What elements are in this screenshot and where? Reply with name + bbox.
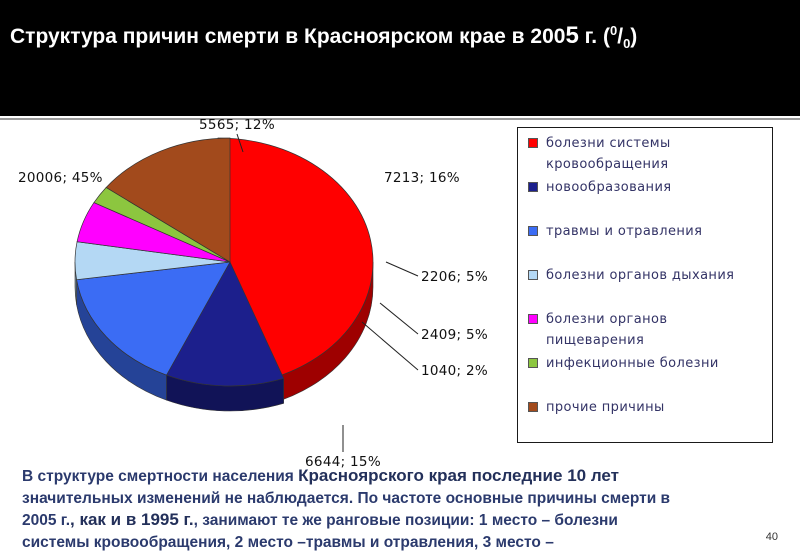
legend-item-infectious: инфекционные болезни <box>528 353 766 374</box>
summary-line-1b: Красноярского края последние 10 лет <box>298 466 619 485</box>
summary-text: В структуре смертности населения Красноя… <box>22 465 762 553</box>
data-label-neoplasms: 5565; 12% <box>199 117 275 133</box>
pie-top-faces <box>74 137 374 387</box>
chart-legend: болезни системы кровообращения новообраз… <box>517 127 773 443</box>
legend-label-injuries: травмы и отравления <box>546 224 703 239</box>
legend-item-neoplasms: новообразования <box>528 177 766 198</box>
summary-line-4: системы кровообращения, 2 место –травмы … <box>22 533 554 551</box>
legend-label-neoplasms: новообразования <box>546 180 672 195</box>
legend-label-respiratory: болезни органов дыхания <box>546 268 735 283</box>
legend-swatch-neoplasms <box>528 182 538 192</box>
title-tail: г. ( <box>578 25 610 48</box>
legend-item-injuries: травмы и отравления <box>528 221 766 242</box>
header-divider <box>0 118 800 120</box>
legend-item-other: прочие причины <box>528 397 766 418</box>
legend-item-respiratory: болезни органов дыхания <box>528 265 766 286</box>
title-sub: 0 <box>623 36 631 52</box>
summary-line-3: 2005 г., как и в 1995 г., занимают те же… <box>22 509 762 532</box>
legend-item-circulatory: болезни системы кровообращения <box>528 133 696 175</box>
leader-line-respiratory <box>385 261 419 277</box>
data-label-infectious: 1040; 2% <box>421 363 488 379</box>
pie-chart: 20006; 45% 5565; 12% 7213; 16% 2206; 5% 2409… <box>18 117 488 470</box>
data-label-respiratory: 2206; 5% <box>421 269 488 285</box>
slide-header: Структура причин смерти в Красноярском к… <box>0 0 800 116</box>
pie-slice-other <box>105 137 231 263</box>
data-label-injuries: 7213; 16% <box>384 170 460 186</box>
legend-label-infectious: инфекционные болезни <box>546 356 719 371</box>
summary-line-1a: В структуре смертности населения <box>22 468 299 485</box>
summary-line-1: В структуре смертности населения Красноя… <box>22 465 762 488</box>
title-sup: 0 <box>609 23 618 38</box>
page-number: 40 <box>765 531 778 543</box>
legend-label-circulatory: болезни системы кровообращения <box>546 136 671 172</box>
leader-line-neoplasms <box>236 133 244 153</box>
legend-swatch-other <box>528 402 538 412</box>
pie-slice-neoplasms <box>165 261 285 387</box>
summary-line-3b: , как и в 1995 г. <box>70 510 194 529</box>
legend-swatch-digestive <box>528 314 538 324</box>
legend-swatch-infectious <box>528 358 538 368</box>
summary-line-3c: , занимают те же ранговые позиции: 1 мес… <box>193 512 618 529</box>
pie-slice-injuries <box>76 261 231 376</box>
pie-slice-circulatory <box>217 137 374 379</box>
legend-swatch-respiratory <box>528 270 538 280</box>
leader-line-digestive <box>379 302 419 335</box>
slide-title: Структура причин смерти в Красноярском к… <box>10 22 637 51</box>
legend-label-other: прочие причины <box>546 400 665 415</box>
title-year-digit: 5 <box>565 22 579 49</box>
title-close: ) <box>630 25 638 48</box>
data-label-other: 6644; 15% <box>305 454 381 470</box>
data-label-circulatory: 20006; 45% <box>18 170 103 186</box>
legend-label-digestive: болезни органов пищеварения <box>546 312 668 348</box>
pie-side-walls <box>74 261 374 412</box>
legend-swatch-injuries <box>528 226 538 236</box>
title-slash: / <box>617 25 624 48</box>
leader-line-infectious <box>361 321 419 371</box>
legend-swatch-circulatory <box>528 138 538 148</box>
title-main: Структура причин смерти в Красноярском к… <box>10 25 566 48</box>
pie-data-labels: 20006; 45% 5565; 12% 7213; 16% 2206; 5% 2409… <box>18 117 488 470</box>
data-label-digestive: 2409; 5% <box>421 327 488 343</box>
summary-line-3a: 2005 г. <box>22 512 70 529</box>
legend-item-digestive: болезни органов пищеварения <box>528 309 706 351</box>
summary-line-2: значительных изменений не наблюдается. П… <box>22 489 671 507</box>
